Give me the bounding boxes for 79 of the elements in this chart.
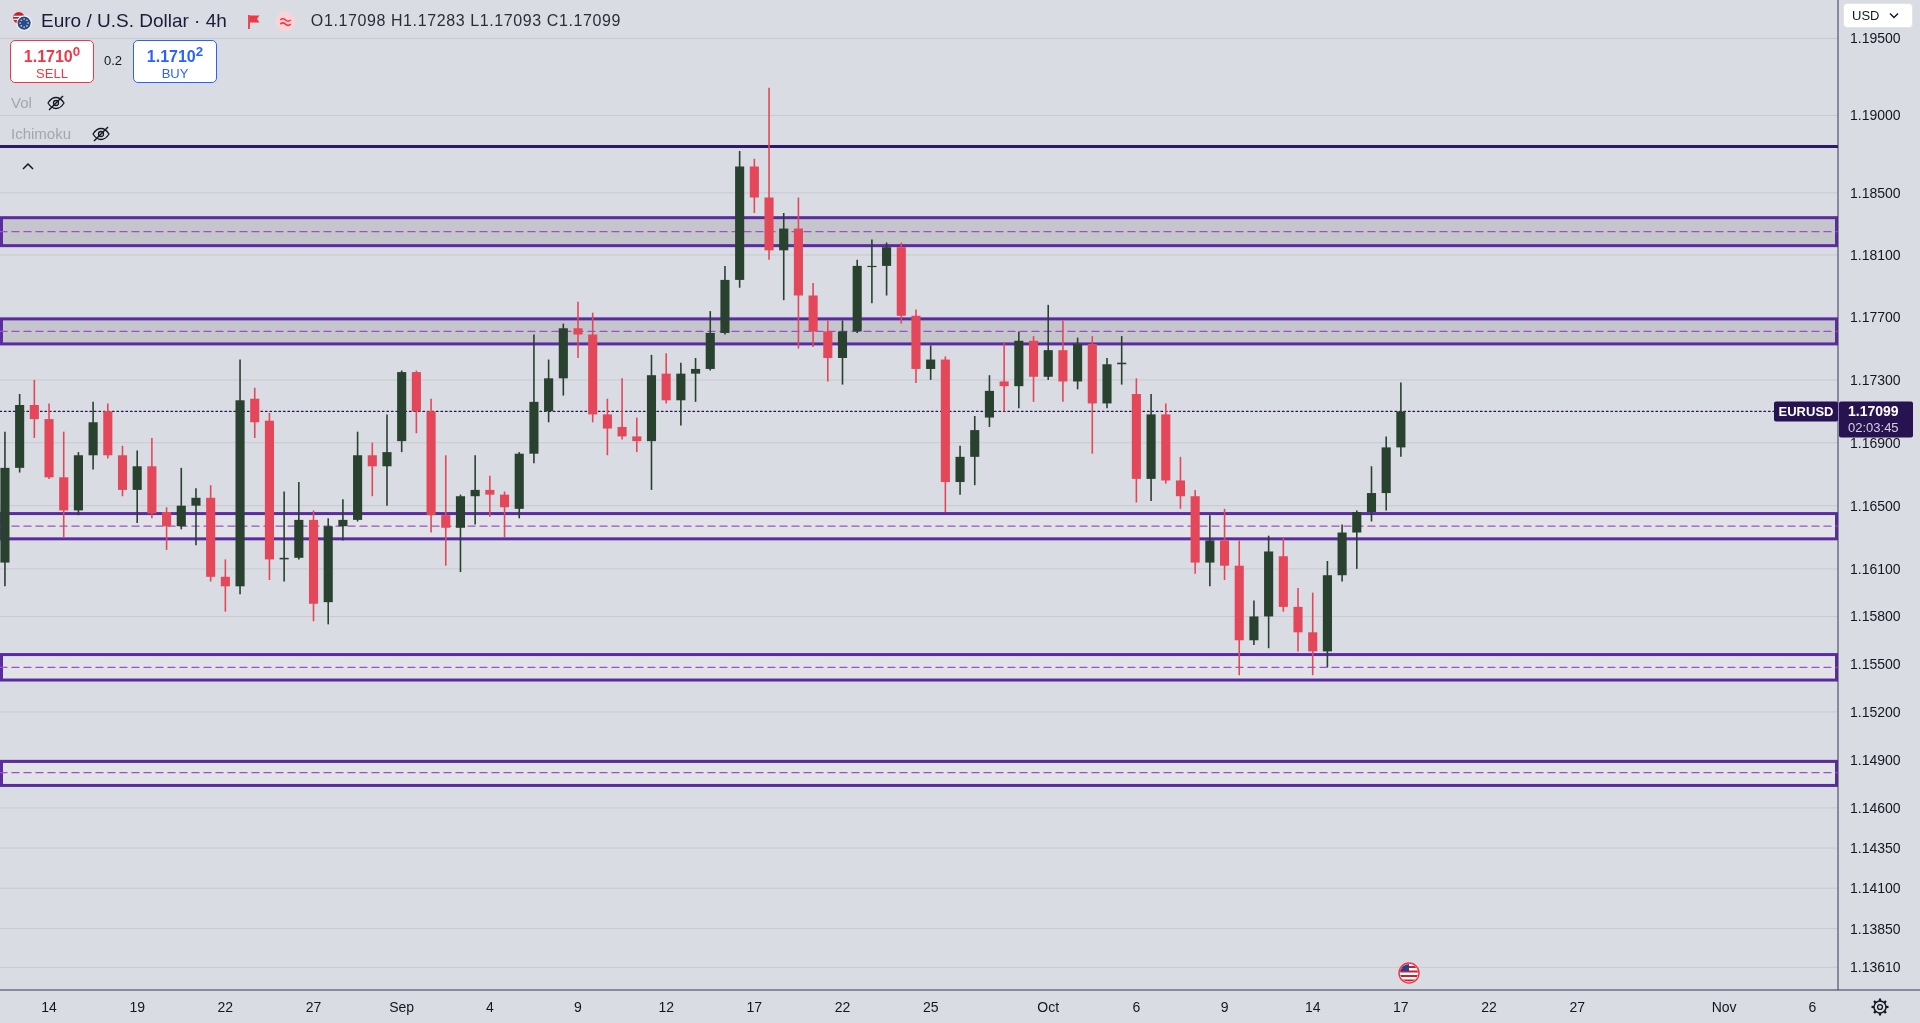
y-tick-label: 1.16900: [1850, 434, 1901, 451]
candlestick: [1175, 456, 1186, 510]
x-tick-label: 22: [217, 999, 234, 1015]
annotation: 1.1710$^{2}$: [146, 42, 204, 67]
annotation: 1.1710$^{0}$: [23, 42, 81, 67]
candlestick: [338, 498, 348, 542]
annotation: BUY: [161, 66, 189, 82]
y-tick-label: 1.15800: [1850, 608, 1901, 625]
sell-button: 1.1710$^{0}$ SELL: [10, 40, 94, 83]
y-tick-label: 1.17300: [1850, 371, 1901, 388]
candlestick: [1205, 514, 1215, 588]
annotation: 0.2: [104, 53, 123, 68]
x-tick-label: 17: [746, 999, 763, 1015]
y-tick-label: 1.14100: [1850, 880, 1901, 897]
candlestick: [926, 344, 936, 381]
x-tick-label: 25: [922, 999, 939, 1015]
y-tick-label: 1.16500: [1850, 497, 1901, 514]
annotation: SELL: [36, 66, 68, 82]
candlestick: [441, 454, 451, 567]
x-tick-label: Nov: [1711, 999, 1737, 1015]
candlestick: [691, 357, 701, 403]
candlestick: [29, 379, 39, 439]
x-tick-label: 12: [658, 999, 675, 1015]
candlestick: [367, 441, 377, 498]
y-tick-label: 1.13610: [1850, 959, 1901, 976]
text: Euro / U.S. Dollar · 4h: [41, 10, 227, 32]
x-tick-label: 9: [574, 999, 583, 1015]
y-tick-label: 1.18500: [1850, 184, 1901, 201]
text: 02:03:45: [1848, 419, 1899, 435]
y-tick-label: 1.14900: [1850, 751, 1901, 768]
y-tick-label: 1.15200: [1850, 703, 1901, 720]
ref-line-label: 1.17099: [1848, 403, 1899, 420]
candlestick: [602, 397, 612, 457]
candlestick: [485, 474, 495, 518]
candlestick: [191, 487, 201, 546]
y-tick-label: 1.18100: [1850, 246, 1901, 263]
candlestick: [999, 341, 1009, 413]
candlestick: [220, 558, 230, 613]
y-tick-label: 1.19500: [1850, 30, 1901, 47]
candlestick: [1308, 591, 1318, 677]
candlestick: [382, 413, 392, 507]
candlestick: [1352, 509, 1362, 570]
y-tick-label: 1.19000: [1850, 107, 1901, 124]
y-tick-label: 1.14350: [1850, 840, 1901, 857]
candlestick: [176, 467, 186, 531]
x-tick-label: 27: [1569, 999, 1586, 1015]
buy-button: 1.1710$^{2}$ BUY: [133, 40, 217, 83]
x-tick-label: 17: [1393, 999, 1409, 1015]
x-tick-label: 19: [129, 999, 146, 1015]
x-tick-label: 27: [305, 999, 322, 1015]
x-tick-label: 22: [1481, 999, 1498, 1015]
candlestick: [1249, 599, 1259, 646]
candlestick: [132, 449, 142, 524]
x-tick-label: 6: [1132, 999, 1141, 1015]
text: O1.17098 H1.17283 L1.17093 C1.17099: [310, 12, 621, 30]
x-tick-label: 14: [41, 999, 58, 1015]
candlestick: [779, 212, 789, 301]
x-tick-label: Oct: [1037, 999, 1060, 1015]
y-tick-label: 1.17700: [1850, 309, 1901, 326]
y-tick-label: 1.14600: [1850, 799, 1901, 816]
candlestick: [617, 377, 627, 441]
x-tick-label: 4: [485, 999, 494, 1015]
x-tick-label: 14: [1304, 999, 1321, 1015]
y-tick-label: 1.16100: [1850, 560, 1901, 577]
y-tick-label: 1.15500: [1850, 656, 1901, 673]
candlestick: [470, 454, 480, 526]
candlestick: [1366, 465, 1377, 523]
candlestick: [162, 506, 172, 551]
x-tick-label: Sep: [389, 999, 415, 1015]
candlestick: [573, 300, 583, 359]
x-tick-label: 22: [834, 999, 851, 1015]
currency-dropdown: USD: [1843, 3, 1913, 28]
candlestick: [882, 241, 892, 297]
candlestick: [250, 386, 260, 439]
x-tick-label: 6: [1808, 999, 1817, 1015]
candlestick: [632, 416, 642, 453]
candlestick: [499, 490, 510, 539]
y-tick-label: 1.13850: [1850, 920, 1901, 937]
x-tick-label: 9: [1220, 999, 1229, 1015]
